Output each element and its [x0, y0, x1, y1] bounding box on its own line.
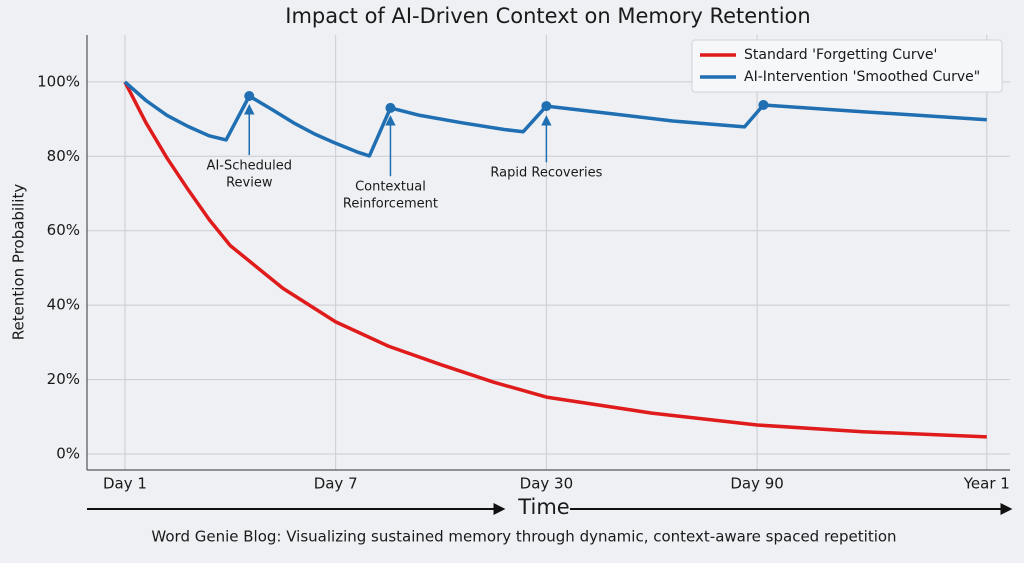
y-tick-label: 100%: [37, 72, 80, 90]
caption: Word Genie Blog: Visualizing sustained m…: [151, 528, 896, 546]
chart-title: Impact of AI-Driven Context on Memory Re…: [285, 4, 810, 28]
annotation-text: Review: [226, 176, 273, 191]
x-tick-label: Day 7: [314, 475, 358, 493]
peak-marker: [758, 99, 769, 110]
x-tick-label: Day 90: [730, 475, 783, 493]
x-tick-label: Year 1: [963, 475, 1010, 493]
peak-marker: [385, 102, 396, 113]
legend-box: [691, 39, 1003, 93]
y-tick-label: 60%: [47, 221, 80, 239]
legend-label: AI-Intervention 'Smoothed Curve": [744, 69, 980, 85]
annotation-text: AI-Scheduled: [207, 159, 292, 174]
y-tick-label: 80%: [47, 147, 80, 165]
x-tick-label: Day 1: [103, 475, 147, 493]
y-tick-label: 20%: [47, 370, 80, 388]
plot-area: 0% 20% 40% 60% 80% 100% Day 1 Day 7 Day 30 Day 90…: [37, 35, 1010, 493]
series-line: [123, 80, 987, 158]
peak-marker: [541, 101, 552, 112]
legend-label: Standard 'Forgetting Curve': [744, 47, 937, 63]
x-tick-label: Day 30: [520, 475, 573, 493]
peak-marker: [244, 91, 255, 102]
annotation-text: Reinforcement: [343, 197, 438, 212]
x-axis-label: Time: [517, 495, 569, 519]
annotation-text: Rapid Recoveries: [490, 166, 602, 181]
annotation-text: Contextual: [355, 180, 426, 195]
y-tick-label: 40%: [47, 296, 80, 314]
y-tick-label: 0%: [56, 444, 80, 462]
series-line: [123, 81, 987, 439]
y-axis-label: Retention Probability: [10, 184, 28, 341]
